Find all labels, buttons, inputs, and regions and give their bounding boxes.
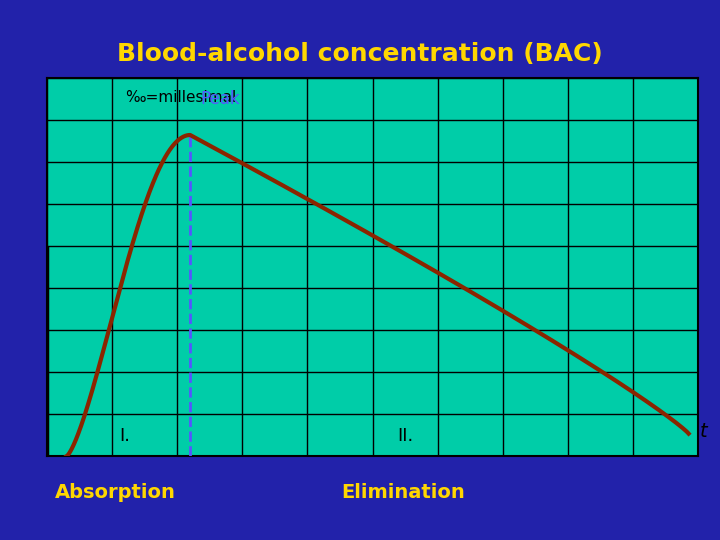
- Text: Blood-alcohol concentration (BAC): Blood-alcohol concentration (BAC): [117, 42, 603, 66]
- Text: Absorption: Absorption: [55, 483, 176, 502]
- Text: t: t: [700, 422, 707, 441]
- Text: Elimination: Elimination: [341, 483, 465, 502]
- Text: ‰=millesimal: ‰=millesimal: [125, 90, 236, 105]
- Text: I.: I.: [120, 427, 130, 445]
- Text: II.: II.: [397, 427, 413, 445]
- Text: Peak: Peak: [200, 90, 240, 107]
